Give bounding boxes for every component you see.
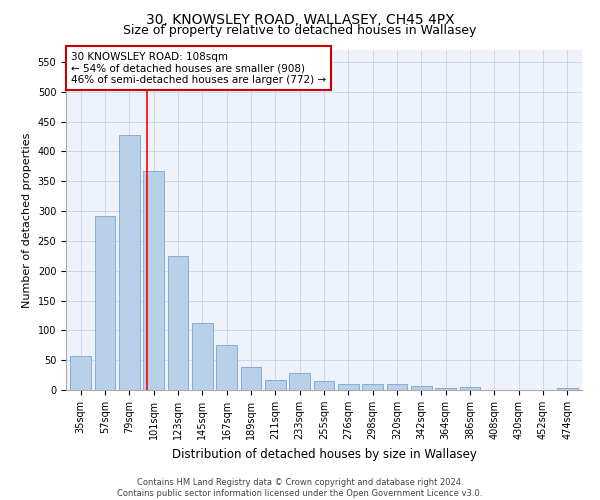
Bar	[143, 171, 164, 390]
Bar	[95, 216, 115, 390]
Bar	[289, 374, 310, 390]
Bar	[386, 384, 407, 390]
Bar	[119, 134, 140, 390]
Text: Contains HM Land Registry data © Crown copyright and database right 2024.
Contai: Contains HM Land Registry data © Crown c…	[118, 478, 482, 498]
Bar	[362, 384, 383, 390]
Bar	[460, 387, 481, 390]
Bar	[70, 356, 91, 390]
Bar	[192, 322, 212, 390]
Y-axis label: Number of detached properties: Number of detached properties	[22, 132, 32, 308]
Bar	[314, 381, 334, 390]
Bar	[411, 386, 432, 390]
Bar	[338, 384, 359, 390]
X-axis label: Distribution of detached houses by size in Wallasey: Distribution of detached houses by size …	[172, 448, 476, 460]
Text: 30 KNOWSLEY ROAD: 108sqm
← 54% of detached houses are smaller (908)
46% of semi-: 30 KNOWSLEY ROAD: 108sqm ← 54% of detach…	[71, 52, 326, 85]
Bar	[436, 388, 456, 390]
Bar	[167, 256, 188, 390]
Bar	[241, 368, 262, 390]
Bar	[557, 388, 578, 390]
Bar	[216, 344, 237, 390]
Text: Size of property relative to detached houses in Wallasey: Size of property relative to detached ho…	[124, 24, 476, 37]
Bar	[265, 380, 286, 390]
Text: 30, KNOWSLEY ROAD, WALLASEY, CH45 4PX: 30, KNOWSLEY ROAD, WALLASEY, CH45 4PX	[146, 12, 454, 26]
